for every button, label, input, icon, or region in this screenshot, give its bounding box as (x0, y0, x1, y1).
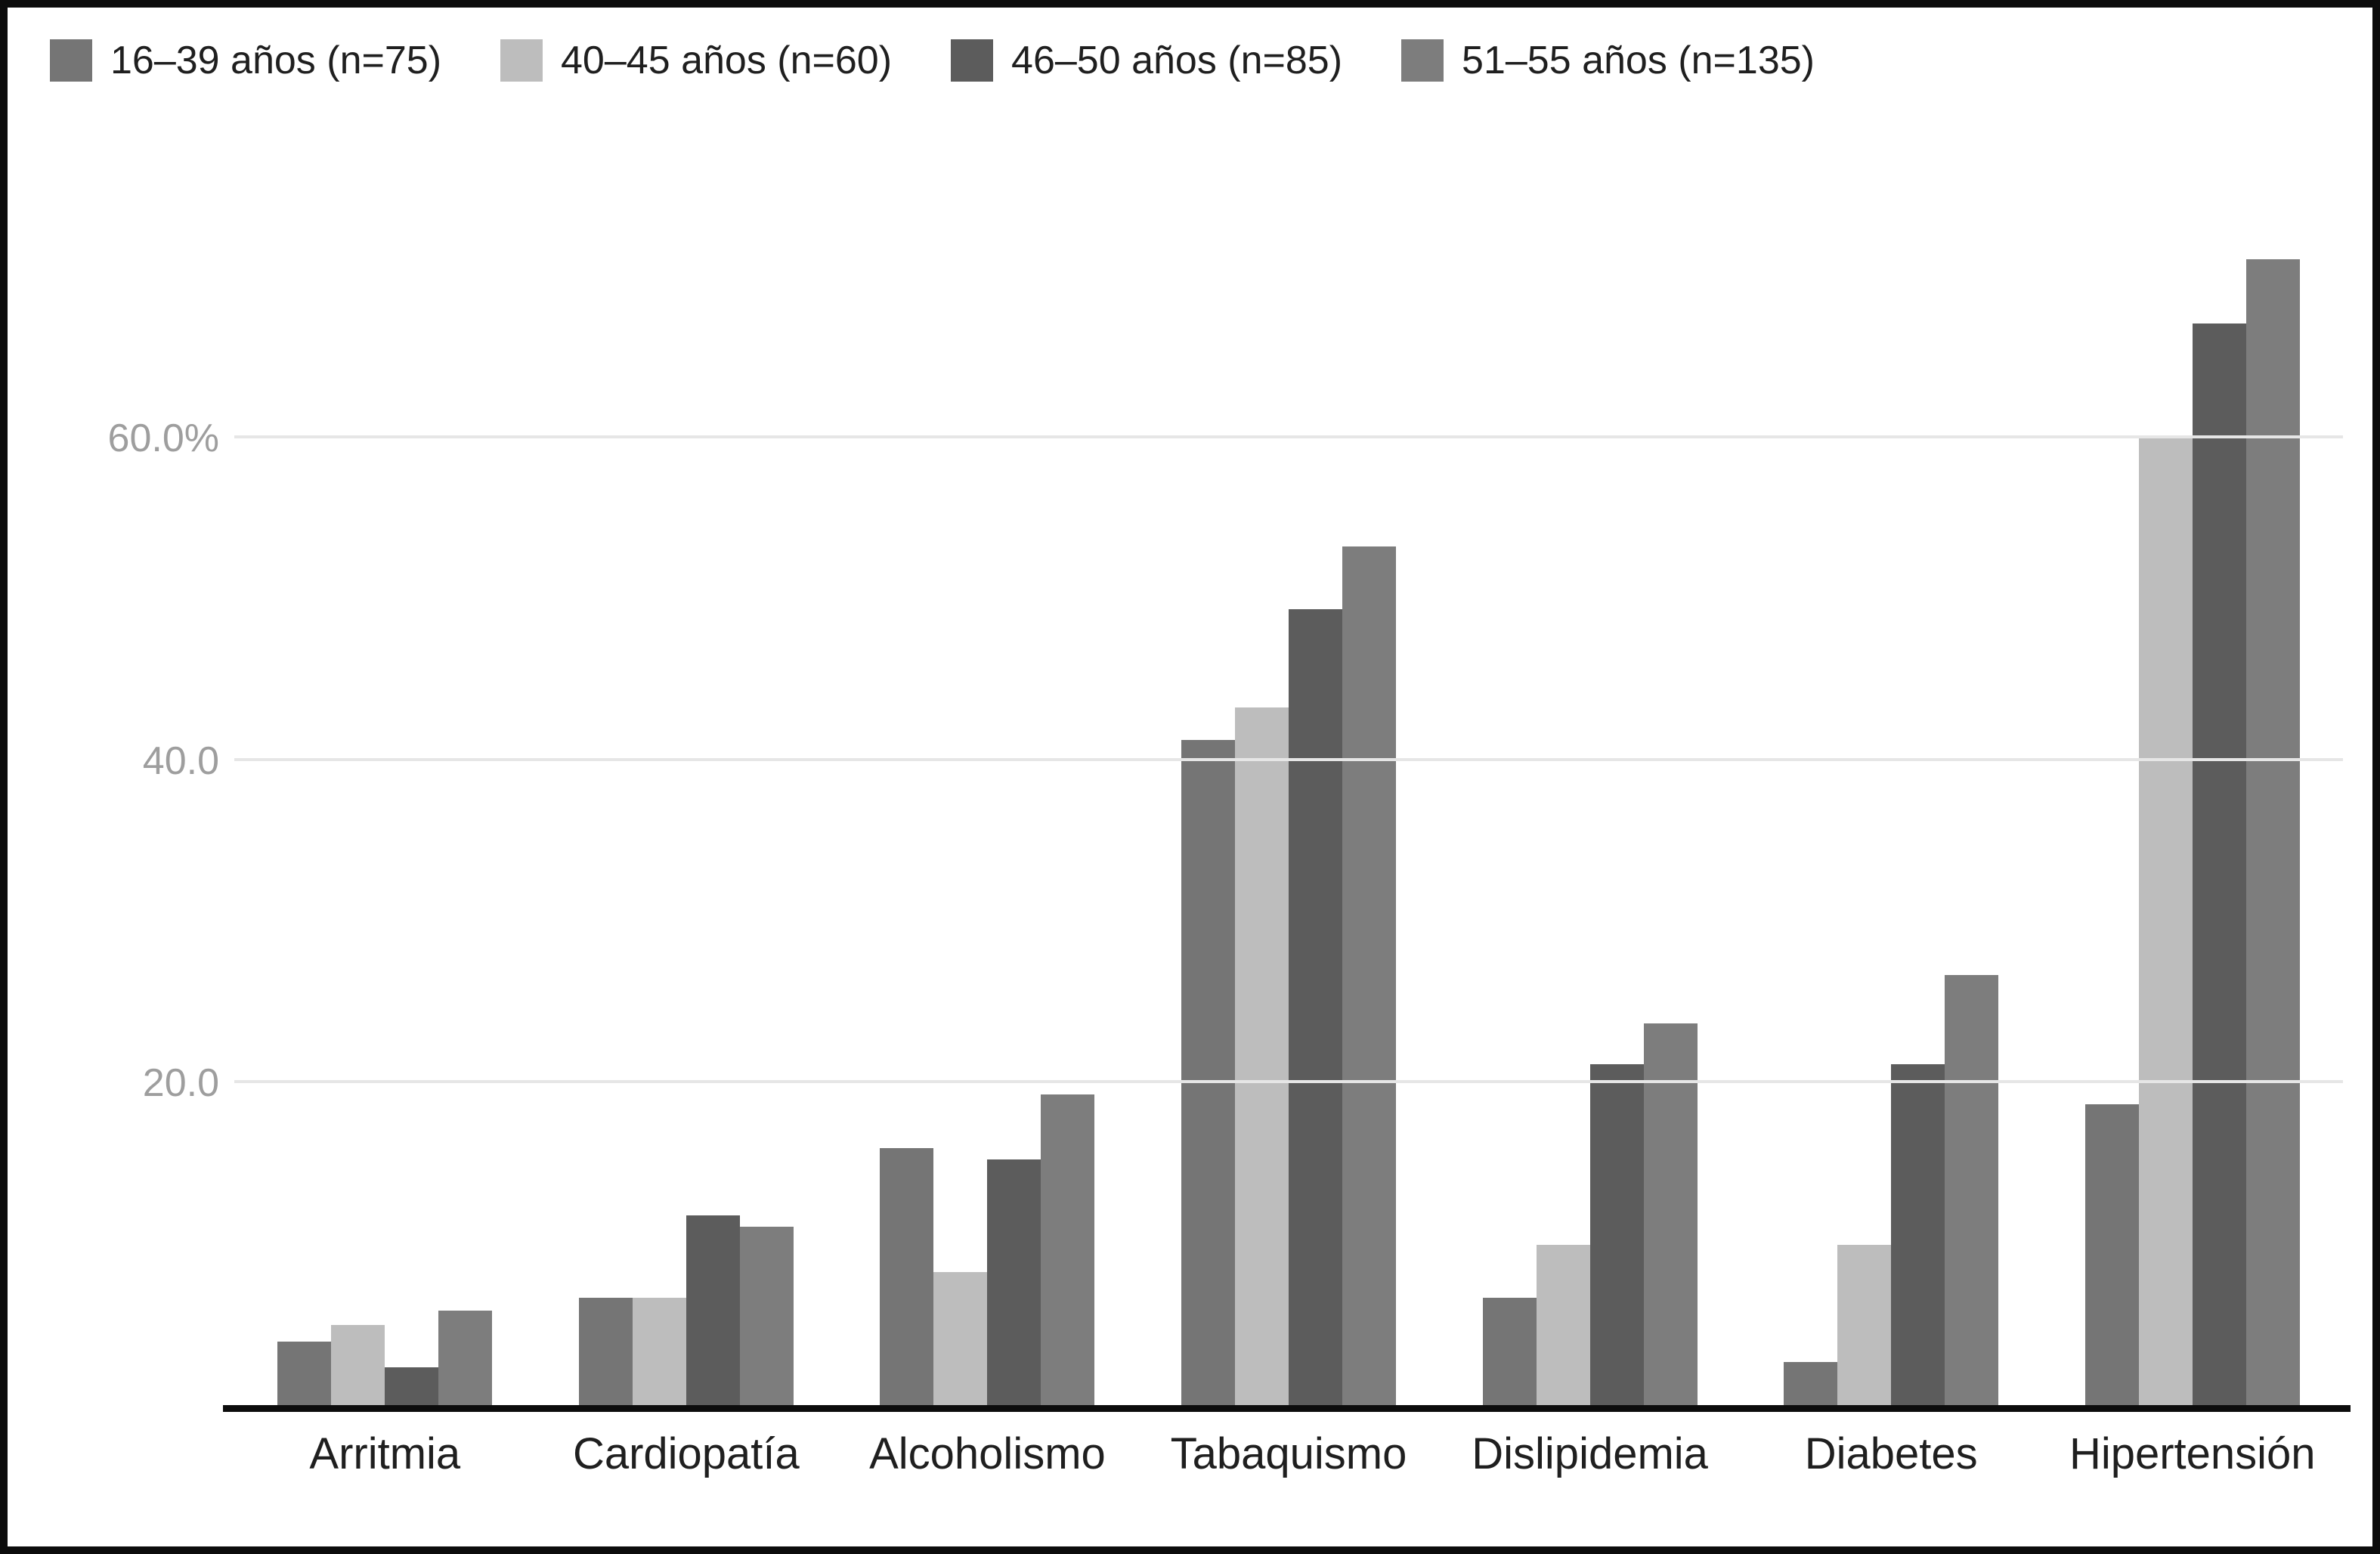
bar-group-dislipidemia (1439, 116, 1741, 1406)
bar (632, 1298, 686, 1406)
legend-item: 40–45 años (n=60) (500, 38, 892, 83)
legend-label: 46–50 años (n=85) (1011, 39, 1343, 82)
bar-group-tabaquismo (1138, 116, 1440, 1406)
bar (385, 1367, 439, 1406)
x-axis-label: Hipertensión (2069, 1429, 2316, 1478)
bar (1891, 1063, 1945, 1406)
y-tick-label: 20.0 (142, 1061, 219, 1106)
bar (1289, 608, 1343, 1406)
bar (1041, 1094, 1095, 1406)
bar-group-diabetes (1741, 116, 2042, 1406)
bar (2192, 323, 2246, 1406)
legend-swatch-icon (500, 39, 543, 82)
x-axis-label: Cardiopatía (572, 1429, 800, 1478)
x-axis-label: Dislipidemia (1472, 1429, 1708, 1478)
y-tick-label: 60.0% (107, 416, 219, 460)
x-axis-labels: Arritmia Cardiopatía Alcoholismo Tabaquismo… (234, 1429, 2343, 1479)
bar-group-hipertension (2041, 116, 2343, 1406)
bar (2245, 258, 2300, 1406)
bar (1837, 1244, 1892, 1406)
legend-item: 16–39 años (n=75) (50, 38, 441, 83)
legend-item: 51–55 años (n=135) (1401, 38, 1815, 83)
bar (933, 1271, 988, 1406)
x-axis-line (223, 1405, 2351, 1412)
bar-group-cardiopatia (536, 116, 837, 1406)
bar (1945, 975, 1999, 1406)
bar (1536, 1244, 1590, 1406)
bar (1784, 1362, 1838, 1406)
legend: 16–39 años (n=75) 40–45 años (n=60) 46–50 … (50, 38, 1815, 83)
legend-swatch-icon (951, 39, 994, 82)
bar (739, 1227, 794, 1406)
x-axis-label: Diabetes (1804, 1429, 1978, 1478)
bar (1342, 546, 1397, 1406)
gridline (234, 435, 2343, 438)
x-axis-label: Arritmia (309, 1429, 461, 1478)
bar (1235, 707, 1289, 1406)
bar (1181, 739, 1236, 1406)
bar (578, 1298, 633, 1406)
bar (686, 1215, 740, 1406)
bar (331, 1325, 385, 1406)
x-axis-label: Tabaquismo (1170, 1429, 1407, 1478)
legend-label: 51–55 años (n=135) (1462, 39, 1815, 82)
bar-group-alcoholismo (837, 116, 1138, 1406)
legend-label: 40–45 años (n=60) (561, 39, 893, 82)
bar (1589, 1063, 1644, 1406)
bar (277, 1341, 332, 1406)
y-tick-label: 40.0 (142, 738, 219, 783)
x-axis-label: Alcoholismo (869, 1429, 1106, 1478)
legend-item: 46–50 años (n=85) (951, 38, 1342, 83)
bar (1482, 1298, 1537, 1406)
gridline (234, 757, 2343, 761)
bar (2138, 438, 2193, 1406)
plot-area: 20.0 40.0 60.0% (108, 116, 2351, 1412)
legend-swatch-icon (1401, 39, 1444, 82)
bar-groups (234, 116, 2343, 1406)
bar (438, 1311, 493, 1406)
bar (1643, 1023, 1698, 1406)
legend-swatch-icon (50, 39, 92, 82)
legend-label: 16–39 años (n=75) (110, 39, 442, 82)
bar-group-arritmia (234, 116, 536, 1406)
bar (880, 1147, 934, 1406)
gridline (234, 1080, 2343, 1084)
bar (987, 1159, 1041, 1406)
bar (2084, 1104, 2139, 1406)
